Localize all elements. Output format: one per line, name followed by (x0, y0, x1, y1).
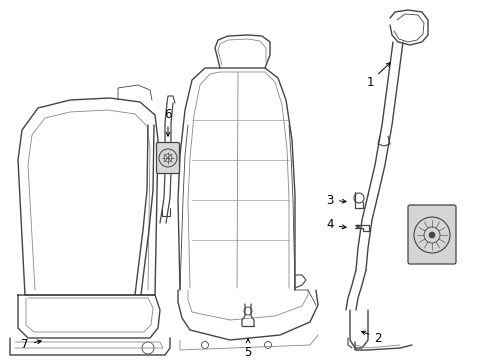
Circle shape (357, 225, 360, 228)
FancyBboxPatch shape (156, 143, 179, 174)
Text: 4: 4 (326, 219, 346, 231)
Text: 6: 6 (164, 108, 172, 136)
Text: 1: 1 (366, 63, 390, 89)
Text: 5: 5 (245, 339, 252, 359)
Text: 7: 7 (21, 338, 41, 351)
Text: 2: 2 (362, 331, 382, 345)
Text: 3: 3 (326, 194, 346, 207)
Circle shape (429, 232, 435, 238)
FancyBboxPatch shape (408, 205, 456, 264)
